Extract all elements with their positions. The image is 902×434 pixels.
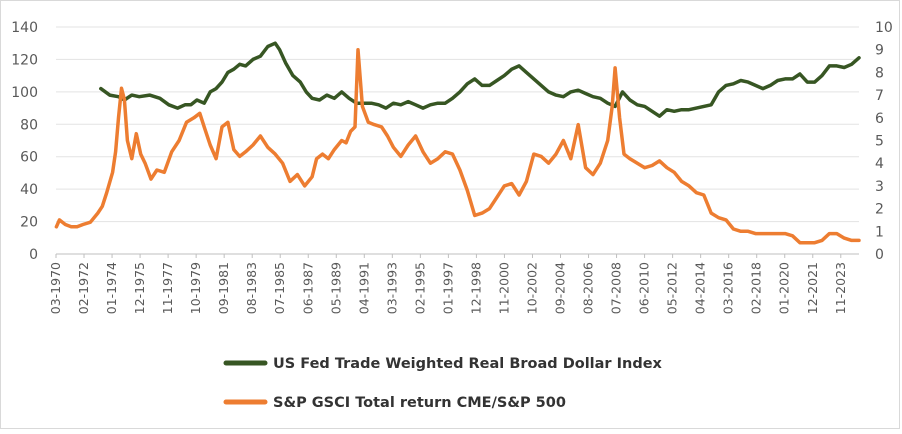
y-left-tick-label: 20: [20, 215, 38, 231]
x-axis: 03-1970 02-1972 01-1974 12-1975 11-1977 10-19…: [48, 254, 848, 314]
gridlines: [56, 26, 859, 223]
legend-item-gsci-ratio: S&P GSCI Total return CME/S&P 500: [223, 395, 566, 411]
x-tick-label: 06-2010: [637, 262, 652, 314]
y-left-tick-label: 60: [20, 150, 38, 166]
x-tick-label: 01-1997: [440, 262, 455, 314]
x-tick-label: 11-2000: [496, 262, 511, 314]
x-tick-label: 01-2020: [777, 262, 792, 314]
y-right-tick-label: 8: [875, 65, 884, 81]
x-tick-label: 11-2023: [833, 262, 848, 314]
y-right-tick-label: 7: [875, 88, 884, 104]
y-left-tick-label: 100: [11, 85, 38, 101]
x-tick-label: 03-2016: [721, 262, 736, 314]
right-axis: 0 1 2 3 4 5 6 7 8 9 10: [875, 20, 893, 263]
x-tick-label: 12-1998: [468, 262, 483, 314]
y-right-tick-label: 3: [875, 179, 884, 195]
y-right-tick-label: 0: [875, 247, 884, 263]
x-tick-label: 03-1970: [48, 262, 63, 314]
series-group: [54, 41, 861, 245]
x-tick-label: 06-1987: [300, 262, 315, 314]
legend-item-dollar-index: US Fed Trade Weighted Real Broad Dollar …: [223, 356, 663, 372]
x-tick-label: 07-1985: [272, 262, 287, 314]
x-tick-label: 12-1975: [132, 262, 147, 314]
x-tick-label: 11-1977: [160, 262, 175, 314]
x-tick-label: 07-2008: [609, 262, 624, 314]
y-right-tick-label: 1: [875, 224, 884, 240]
x-tick-label: 05-2012: [665, 262, 680, 314]
x-tick-label: 09-2004: [553, 262, 568, 314]
x-tick-label: 10-2002: [524, 262, 539, 314]
legend-label-gsci-ratio: S&P GSCI Total return CME/S&P 500: [273, 395, 566, 411]
legend: US Fed Trade Weighted Real Broad Dollar …: [223, 356, 663, 411]
x-tick-label: 04-2014: [693, 262, 708, 314]
y-right-tick-label: 5: [875, 134, 884, 150]
series-line-gsci-ratio: [54, 47, 861, 245]
x-tick-label: 08-2006: [581, 262, 596, 314]
y-left-tick-label: 40: [20, 182, 38, 198]
y-right-tick-label: 4: [875, 156, 884, 172]
x-tick-label: 02-1972: [76, 262, 91, 314]
x-tick-label: 09-1981: [216, 262, 231, 314]
x-tick-label: 10-1979: [188, 262, 203, 314]
x-tick-label: 02-2018: [749, 262, 764, 314]
x-tick-label: 05-1989: [328, 262, 343, 314]
legend-label-dollar-index: US Fed Trade Weighted Real Broad Dollar …: [273, 356, 663, 372]
y-right-tick-label: 9: [875, 43, 884, 59]
y-right-tick-label: 2: [875, 202, 884, 218]
left-axis: 0 20 40 60 80 100 120 140: [11, 20, 38, 263]
y-left-tick-label: 0: [29, 247, 38, 263]
y-right-tick-label: 10: [875, 20, 893, 36]
x-tick-label: 12-2021: [805, 262, 820, 314]
y-right-tick-label: 6: [875, 111, 884, 127]
x-tick-label: 02-1995: [412, 262, 427, 314]
series-line-dollar-index: [99, 41, 861, 118]
x-tick-label: 04-1991: [356, 262, 371, 314]
x-tick-label: 01-1974: [104, 262, 119, 314]
y-left-tick-label: 140: [11, 20, 38, 36]
y-left-tick-label: 80: [20, 117, 38, 133]
x-tick-label: 03-1993: [384, 262, 399, 314]
y-left-tick-label: 120: [11, 52, 38, 68]
x-tick-label: 08-1983: [244, 262, 259, 314]
